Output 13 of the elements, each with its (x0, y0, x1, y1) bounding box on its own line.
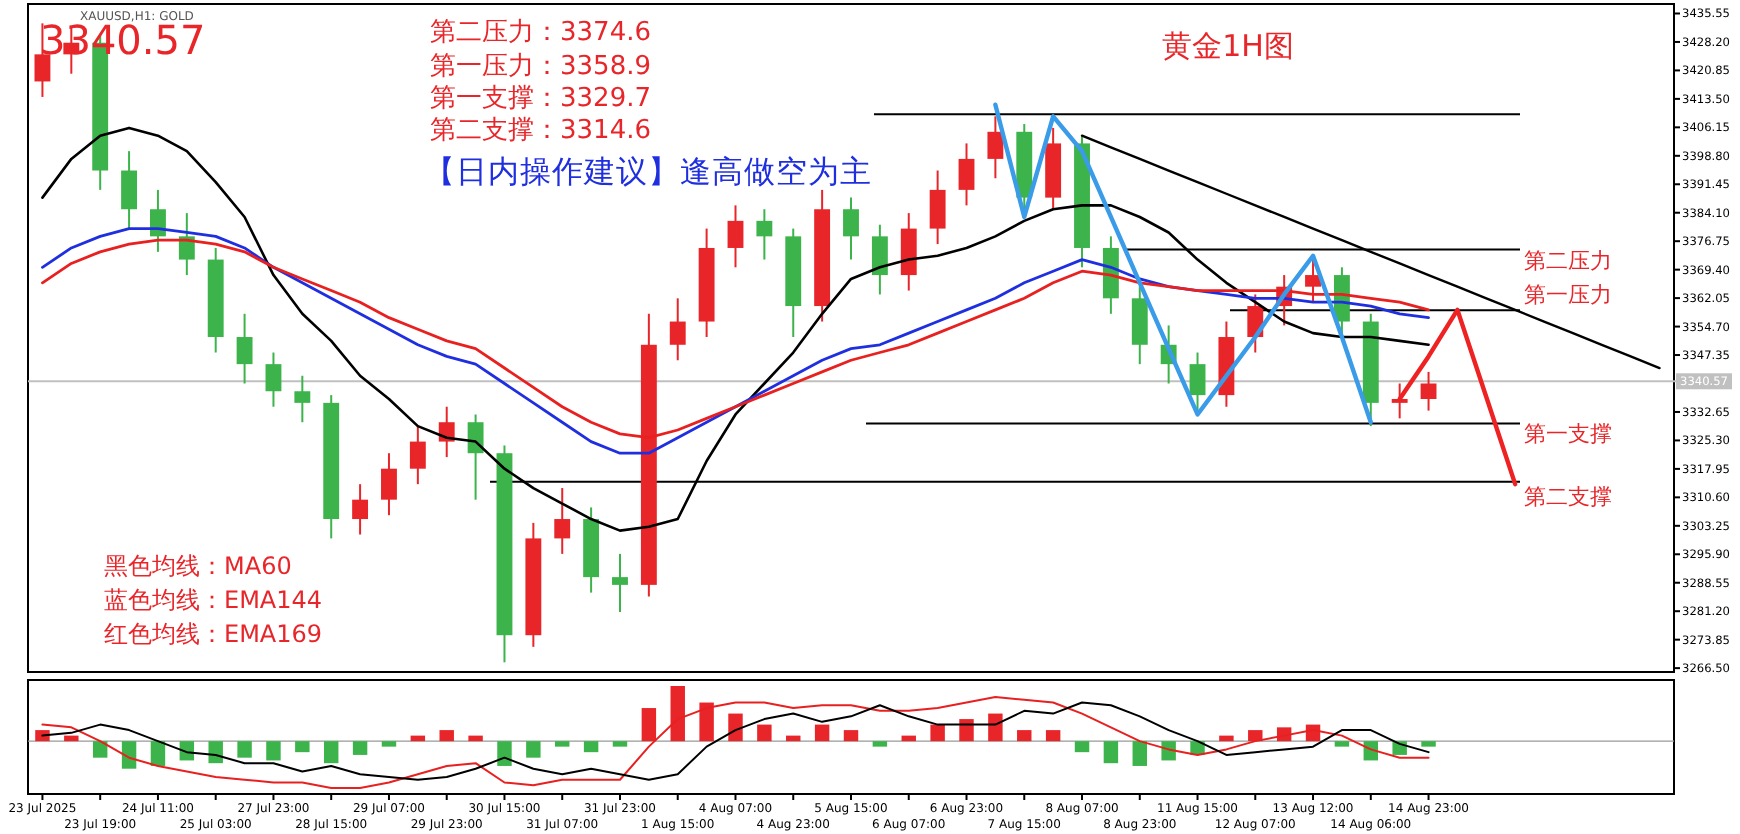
annotation: 红色均线：EMA169 (104, 620, 323, 648)
annotation: 蓝色均线：EMA144 (104, 586, 323, 614)
ref-line-label: 第一压力 (1524, 282, 1612, 309)
ref-line-label: 第二压力 (1524, 247, 1612, 274)
annotation: 第一支撑：3329.7 (430, 84, 651, 114)
annotation: 第一压力：3358.9 (430, 52, 651, 82)
annotation: 【日内操作建议】逢高做空为主 (424, 154, 872, 190)
ref-line-label: 第二支撑 (1524, 483, 1612, 510)
ref-line-label: 第一支撑 (1524, 421, 1612, 448)
annotation: 第二压力：3374.6 (430, 18, 651, 48)
text: 黄金1H图 (1162, 28, 1294, 64)
annotation: 黑色均线：MA60 (104, 552, 292, 580)
annotation: 第二支撑：3314.6 (430, 116, 651, 146)
